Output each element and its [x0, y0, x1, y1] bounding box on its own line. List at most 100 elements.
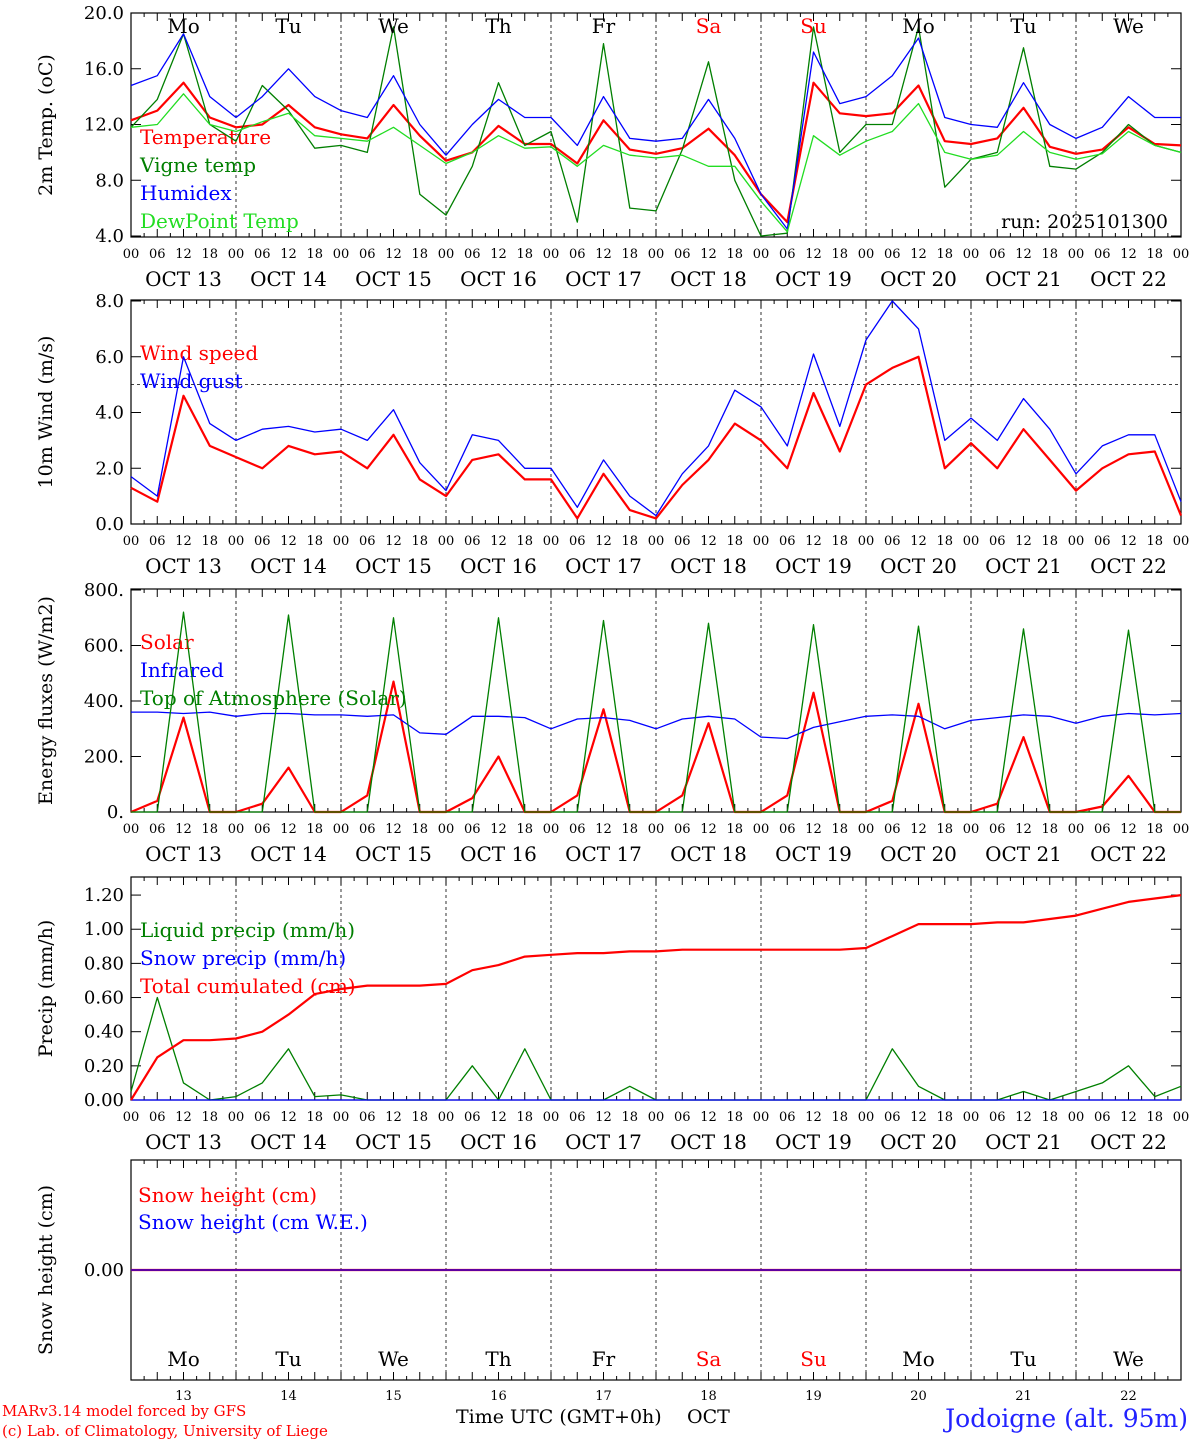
hour-tick-label: 12 [490, 534, 507, 549]
hour-tick-label: 00 [963, 247, 980, 262]
hour-tick-label: 00 [543, 534, 560, 549]
date-label: OCT 19 [775, 1130, 852, 1154]
y-tick-label: 16.0 [84, 59, 124, 80]
hour-tick-label: 06 [569, 1110, 586, 1125]
date-label: OCT 21 [985, 267, 1062, 291]
date-label: OCT 14 [250, 842, 327, 866]
hour-tick-label: 18 [831, 534, 848, 549]
hour-tick-label: 00 [543, 822, 560, 837]
hour-tick-label: 06 [884, 247, 901, 262]
hour-tick-label: 12 [1120, 247, 1137, 262]
hour-tick-label: 12 [910, 534, 927, 549]
day-number-label: 21 [1015, 1389, 1032, 1404]
legend-entry: DewPoint Temp [140, 209, 299, 233]
hour-tick-label: 06 [989, 247, 1006, 262]
hour-tick-label: 18 [306, 822, 323, 837]
hour-tick-label: 18 [1146, 822, 1163, 837]
hour-tick-label: 06 [884, 534, 901, 549]
hour-tick-label: 06 [779, 247, 796, 262]
hour-tick-label: 18 [831, 822, 848, 837]
hour-tick-label: 12 [385, 247, 402, 262]
hour-tick-label: 18 [726, 247, 743, 262]
day-number-label: 19 [805, 1389, 822, 1404]
panel-5: 0.00 Snow height (cm) Snow height (cm) Snow… [35, 1159, 1182, 1404]
hour-tick-label: 12 [1120, 534, 1137, 549]
hour-tick-label: 06 [359, 534, 376, 549]
hour-tick-label: 06 [779, 1110, 796, 1125]
weekday-label: Su [800, 1347, 827, 1371]
series-line-3 [130, 33, 1181, 230]
hour-tick-label: 06 [359, 247, 376, 262]
hour-tick-label: 06 [254, 822, 271, 837]
weekday-label: Mo [167, 1347, 200, 1371]
date-label: OCT 22 [1090, 267, 1167, 291]
hour-tick-label: 00 [333, 1110, 350, 1125]
hour-tick-label: 00 [963, 534, 980, 549]
y-tick-label: 0.00 [84, 1090, 124, 1111]
date-label: OCT 21 [985, 842, 1062, 866]
date-label: OCT 13 [145, 1130, 222, 1154]
hour-tick-label: 00 [648, 822, 665, 837]
y-tick-label: 2.0 [95, 458, 124, 479]
day-number-label: 18 [700, 1389, 717, 1404]
hour-tick-label: 00 [123, 822, 140, 837]
date-label: OCT 21 [985, 554, 1062, 578]
date-label: OCT 20 [880, 1130, 957, 1154]
hour-tick-label: 18 [411, 534, 428, 549]
hour-tick-label: 00 [1173, 534, 1190, 549]
weekday-label: Sa [696, 14, 722, 38]
series-line-3 [131, 611, 1181, 813]
hour-tick-label: 18 [516, 247, 533, 262]
hour-tick-label: 18 [1041, 247, 1058, 262]
x-axis-month: OCT [687, 1406, 730, 1428]
hour-tick-label: 00 [333, 247, 350, 262]
y-tick-label: 0.0 [95, 514, 124, 535]
legend-entry: Humidex [140, 181, 232, 205]
hour-tick-label: 00 [1068, 247, 1085, 262]
date-label: OCT 20 [880, 842, 957, 866]
date-label: OCT 15 [355, 267, 432, 291]
hour-tick-label: 18 [306, 1110, 323, 1125]
y-tick-label: 0.80 [84, 953, 124, 974]
hour-tick-label: 06 [569, 247, 586, 262]
y-tick-label: 800. [84, 580, 124, 601]
series-line-3 [130, 894, 1182, 1101]
hour-tick-label: 00 [648, 1110, 665, 1125]
day-number-label: 15 [385, 1389, 402, 1404]
hour-tick-label: 00 [1173, 247, 1190, 262]
hour-tick-label: 00 [648, 534, 665, 549]
hour-tick-label: 06 [779, 822, 796, 837]
hour-tick-label: 18 [726, 534, 743, 549]
hour-tick-label: 12 [805, 247, 822, 262]
y-tick-label: 6.0 [95, 347, 124, 368]
hour-tick-label: 06 [359, 822, 376, 837]
hour-tick-label: 12 [700, 1110, 717, 1125]
hour-tick-label: 06 [149, 1110, 166, 1125]
hour-tick-label: 12 [1015, 1110, 1032, 1125]
series-line-2 [131, 711, 1182, 740]
hour-tick-label: 00 [333, 822, 350, 837]
hour-tick-label: 06 [464, 247, 481, 262]
hour-tick-label: 18 [411, 247, 428, 262]
hour-tick-label: 00 [228, 247, 245, 262]
series-line-2 [130, 26, 1182, 237]
y-axis-label: 2m Temp. (oC) [35, 54, 57, 196]
date-label: OCT 22 [1090, 842, 1167, 866]
date-label: OCT 19 [775, 267, 852, 291]
hour-tick-label: 18 [1146, 534, 1163, 549]
y-tick-label: 1.00 [84, 919, 124, 940]
station-name: Jodoigne (alt. 95m) [942, 1404, 1188, 1433]
day-number-label: 17 [595, 1389, 612, 1404]
date-label: OCT 18 [670, 1130, 747, 1154]
legend-entry: Total cumulated (cm) [140, 974, 356, 998]
weekday-label: Mo [902, 1347, 935, 1371]
hour-tick-label: 18 [621, 822, 638, 837]
date-label: OCT 15 [355, 1130, 432, 1154]
hour-tick-label: 12 [595, 534, 612, 549]
hour-tick-label: 18 [516, 534, 533, 549]
hour-tick-label: 18 [516, 1110, 533, 1125]
hour-tick-label: 18 [831, 247, 848, 262]
legend-entry: Wind gust [140, 369, 243, 393]
series-line-2 [130, 300, 1182, 517]
hour-tick-label: 06 [1094, 1110, 1111, 1125]
